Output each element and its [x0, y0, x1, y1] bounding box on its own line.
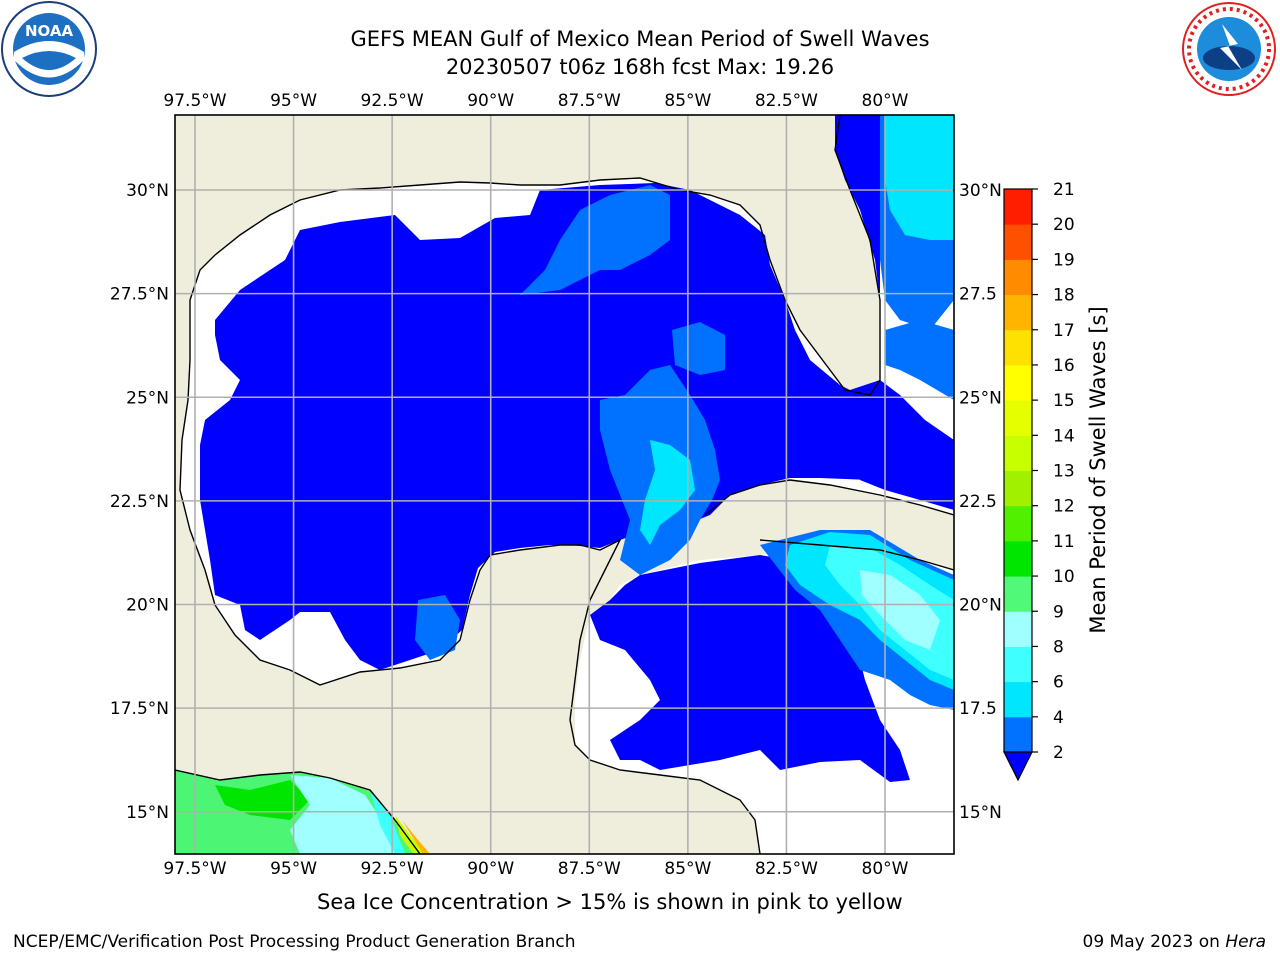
x-tick-label-top: 90°W	[467, 91, 514, 111]
noaa-logo-icon: NOAA	[1, 1, 97, 97]
colorbar-tick-label: 18	[1053, 286, 1075, 306]
map-panel	[175, 115, 954, 854]
y-tick-label-right: 25°N	[959, 388, 1002, 408]
field-4to6-atlantic	[885, 115, 954, 240]
colorbar-bin	[1004, 259, 1032, 296]
colorbar-extend-low	[1003, 751, 1033, 782]
x-tick-label-bottom: 97.5°W	[163, 859, 226, 879]
colorbar-bin	[1004, 646, 1032, 683]
colorbar-tick-label: 8	[1053, 637, 1064, 657]
colorbar-tick-label: 14	[1053, 426, 1075, 446]
branch-credit: NCEP/EMC/Verification Post Processing Pr…	[13, 932, 576, 952]
colorbar-tick-label: 21	[1053, 180, 1075, 200]
y-tick-label-left: 17.5°N	[110, 699, 169, 719]
field-lt2-gulf	[200, 183, 882, 670]
field-lt2-atlantic	[835, 115, 880, 300]
colorbar-bin	[1004, 224, 1032, 260]
y-tick-label-left: 27.5°N	[110, 285, 169, 305]
field-4to6-yucatan	[640, 440, 695, 545]
colorbar-tick-label: 19	[1053, 250, 1075, 270]
y-tick-label-right: 30°N	[959, 181, 1002, 201]
colorbar-bin	[1004, 540, 1032, 577]
y-tick-label-right: 15°N	[959, 803, 1002, 823]
x-tick-label-top: 97.5°W	[163, 91, 226, 111]
field-2to4-straits	[885, 320, 954, 400]
nws-logo-icon	[1182, 2, 1276, 96]
colorbar-tick-label: 4	[1053, 708, 1064, 728]
x-tick-label-top: 95°W	[270, 91, 317, 111]
y-tick-label-left: 15°N	[126, 803, 169, 823]
field-pacific-8to9	[290, 775, 395, 854]
map-frame	[174, 114, 955, 855]
field-8to9-caribbean	[860, 570, 940, 650]
machine-name: Hera	[1225, 932, 1266, 952]
colorbar-tick-label: 17	[1053, 321, 1075, 341]
y-tick-label-right: 27.5	[959, 285, 997, 305]
y-tick-label-right: 17.5	[959, 699, 997, 719]
x-tick-label-top: 92.5°W	[361, 91, 424, 111]
colorbar-tick-label: 9	[1053, 602, 1064, 622]
colorbar-label: Mean Period of Swell Waves [s]	[1086, 306, 1110, 634]
field-lt2-east	[835, 380, 954, 510]
colorbar-bin	[1004, 611, 1032, 647]
sea-ice-note: Sea Ice Concentration > 15% is shown in …	[317, 890, 903, 914]
chart-title: GEFS MEAN Gulf of Mexico Mean Period of …	[350, 27, 930, 51]
x-tick-label-top: 80°W	[862, 91, 909, 111]
y-tick-label-right: 22.5	[959, 492, 997, 512]
date-credit: 09 May 2023 on Hera	[1083, 932, 1267, 952]
colorbar-tick-label: 12	[1053, 497, 1075, 517]
colorbar-tick-label: 2	[1053, 743, 1064, 763]
colorbar-tick-label: 13	[1053, 462, 1075, 482]
colorbar-bin	[1004, 505, 1032, 542]
x-tick-label-top: 87.5°W	[558, 91, 621, 111]
grid	[175, 115, 954, 854]
field-lt2-caribbean	[590, 555, 910, 782]
colorbar-tick-label: 16	[1053, 356, 1075, 376]
colorbar-bin	[1004, 189, 1032, 225]
colorbar-bin	[1004, 364, 1032, 401]
field-2to4-north	[520, 185, 670, 295]
colorbar-tick-label: 6	[1053, 673, 1064, 693]
field-pacific-12	[395, 815, 425, 854]
x-tick-label-bottom: 92.5°W	[361, 859, 424, 879]
field-2to4-bay	[415, 595, 460, 660]
x-tick-label-bottom: 87.5°W	[558, 859, 621, 879]
y-tick-label-left: 30°N	[126, 181, 169, 201]
colorbar-tick-label: 15	[1053, 391, 1075, 411]
x-ticks-bottom: 97.5°W 95°W 92.5°W 90°W 87.5°W 85°W 82.5°W 80°W	[163, 859, 908, 879]
field-pacific-6to8	[370, 790, 405, 854]
x-ticks-top: 97.5°W 95°W 92.5°W 90°W 87.5°W 85°W 82.5°W 80°W	[163, 91, 908, 111]
colorbar-tick-label: 20	[1053, 215, 1075, 235]
colorbar-bin	[1004, 470, 1032, 507]
x-tick-label-bottom: 82.5°W	[755, 859, 818, 879]
y-ticks-left: 30°N 27.5°N 25°N 22.5°N 20°N 17.5°N 15°N	[110, 181, 169, 823]
x-tick-label-bottom: 80°W	[862, 859, 909, 879]
colorbar-bin	[1004, 329, 1032, 366]
chart-subtitle: 20230507 t06z 168h fcst Max: 19.26	[445, 55, 835, 79]
colorbar: 2 4 6 8 9 10 11 12 13 14 15 16 17 18 19 20 21	[1003, 180, 1075, 782]
x-tick-label-top: 85°W	[664, 91, 711, 111]
colorbar-bin	[1004, 435, 1032, 471]
y-tick-label-left: 20°N	[126, 596, 169, 616]
colorbar-bin	[1004, 681, 1032, 718]
y-ticks-right: 30°N 27.5 25°N 22.5 20°N 17.5 15°N	[959, 181, 1002, 823]
colorbar-bin	[1004, 576, 1032, 612]
x-tick-label-bottom: 95°W	[270, 859, 317, 879]
field-pacific-10to11	[215, 780, 310, 820]
noaa-logo-text: NOAA	[25, 22, 74, 40]
colorbar-tick-label: 11	[1053, 532, 1075, 552]
colorbar-bin	[1004, 294, 1032, 331]
date-text: 09 May 2023 on	[1082, 932, 1220, 952]
x-tick-label-bottom: 85°W	[664, 859, 711, 879]
y-tick-label-right: 20°N	[959, 596, 1002, 616]
y-tick-label-left: 25°N	[126, 388, 169, 408]
colorbar-bin	[1004, 400, 1032, 436]
x-tick-label-top: 82.5°W	[755, 91, 818, 111]
colorbar-tick-label: 10	[1053, 567, 1075, 587]
field-2to4-loop	[672, 322, 725, 375]
x-tick-label-bottom: 90°W	[467, 859, 514, 879]
y-tick-label-left: 22.5°N	[110, 492, 169, 512]
colorbar-bin	[1004, 716, 1032, 753]
